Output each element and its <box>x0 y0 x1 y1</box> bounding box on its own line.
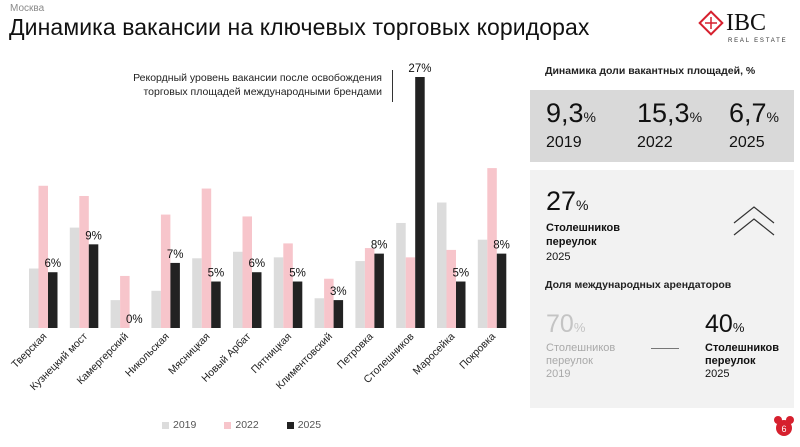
logo-subtext: REAL ESTATE <box>728 38 788 44</box>
bar-2022-11 <box>446 249 456 328</box>
bar-2025-12 <box>496 253 507 328</box>
bar-2022-1 <box>38 185 48 328</box>
bar-2019-5 <box>192 258 202 328</box>
bar-2022-10 <box>405 257 416 328</box>
bar-2022-9 <box>364 248 375 328</box>
bar-2025-1 <box>48 272 58 328</box>
legend-item-2025: 2025 <box>286 419 321 431</box>
bar-2025-4 <box>170 262 180 328</box>
highlight-value: 27% <box>546 186 589 216</box>
data-label-2025: 8% <box>371 240 388 252</box>
x-tick-label: Никольская <box>123 331 172 380</box>
intl-old-value: 70% <box>546 310 586 338</box>
city-label: Москва <box>10 3 45 14</box>
intl-old-label: Столешников переулок 2019 <box>546 342 616 380</box>
bar-2025-10 <box>415 77 425 328</box>
logo-text: IBC <box>726 10 767 36</box>
highlight-street: Столешников переулок <box>546 222 621 248</box>
data-label-2025: 6% <box>248 258 265 270</box>
stat-2025: 6,7% 2025 <box>729 98 779 151</box>
svg-text:6: 6 <box>781 424 786 434</box>
bar-2022-8 <box>324 278 334 328</box>
bar-2019-9 <box>355 261 365 328</box>
bar-2019-2 <box>69 227 80 328</box>
chart-annotation: Рекордный уровень вакансии после освобож… <box>133 72 382 98</box>
bar-2025-5 <box>211 281 221 328</box>
bar-2019-6 <box>233 251 243 328</box>
bar-2025-8 <box>333 300 344 328</box>
x-tick-label: Тверская <box>9 331 49 371</box>
data-label-2025: 6% <box>44 258 61 270</box>
bar-2022-4 <box>160 214 171 328</box>
vacancy-stats-box <box>530 90 794 162</box>
intl-new-label: Столешников переулок 2025 <box>705 342 780 380</box>
page-title: Динамика вакансии на ключевых торговых к… <box>9 14 590 40</box>
x-tick-label: Покровка <box>457 331 498 372</box>
bar-2022-6 <box>242 216 252 328</box>
bar-2022-2 <box>79 195 89 328</box>
x-tick-label: Маросейка <box>411 331 458 378</box>
bar-2019-10 <box>396 222 406 328</box>
bar-2019-1 <box>29 268 39 328</box>
data-label-2025: 5% <box>452 268 469 280</box>
legend-item-2019: 2019 <box>162 419 196 431</box>
bar-2025-9 <box>374 253 384 328</box>
vacancy-share-title: Динамика доли вакантных площадей, % <box>545 65 756 77</box>
x-tick-label: Петровка <box>335 331 376 372</box>
bar-2019-8 <box>314 298 325 328</box>
chevron-up-icon <box>733 206 775 236</box>
annotation-line <box>392 70 393 102</box>
data-label-2025: 5% <box>289 268 306 280</box>
data-label-2025: 9% <box>85 230 102 242</box>
data-label-2025: 5% <box>208 268 225 280</box>
bar-2019-3 <box>110 300 121 328</box>
intl-separator <box>651 348 679 349</box>
data-label-2025: 3% <box>330 286 347 298</box>
chart-legend: 2019 2022 2025 <box>162 419 321 431</box>
page-number-badge: 6 <box>774 416 794 436</box>
bar-2025-6 <box>252 272 262 328</box>
bar-2025-2 <box>88 244 99 328</box>
bar-2019-7 <box>273 257 284 328</box>
bar-2022-3 <box>120 275 130 328</box>
intl-new-value: 40% <box>705 310 745 338</box>
data-label-2025: 0% <box>126 314 143 326</box>
ibc-logo: IBC REAL ESTATE <box>698 10 786 48</box>
bar-2025-7 <box>292 281 303 328</box>
data-label-2025: 8% <box>493 240 510 252</box>
bar-2022-12 <box>487 168 497 328</box>
logo-diamond-icon <box>698 10 724 36</box>
bar-2019-4 <box>151 290 161 328</box>
intl-tenants-title: Доля международных арендаторов <box>545 279 732 291</box>
data-label-2025: 27% <box>408 63 431 75</box>
bar-2022-7 <box>283 243 293 328</box>
stat-2022: 15,3% 2022 <box>637 98 703 151</box>
bar-2025-11 <box>456 281 466 328</box>
stat-2019: 9,3% 2019 <box>546 98 596 151</box>
bar-2019-12 <box>477 239 488 328</box>
data-label-2025: 7% <box>167 249 184 261</box>
bar-2019-11 <box>437 202 447 328</box>
legend-item-2022: 2022 <box>224 419 259 431</box>
highlight-year: 2025 <box>546 251 571 263</box>
bar-2022-5 <box>201 188 212 328</box>
